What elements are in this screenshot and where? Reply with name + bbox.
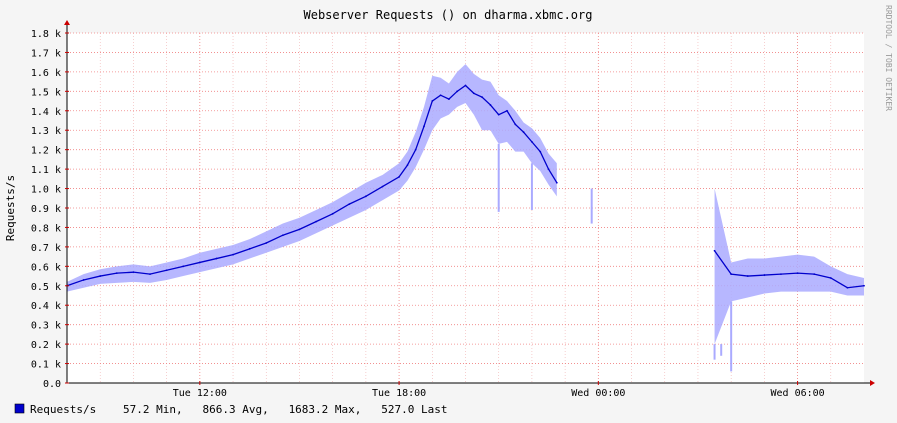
y-tick-label: 0.5 k bbox=[31, 282, 61, 293]
data-point bbox=[423, 125, 425, 128]
y-tick-label: 1.2 k bbox=[31, 146, 61, 157]
legend-series-name: Requests/s bbox=[30, 403, 96, 416]
data-point bbox=[539, 150, 542, 153]
y-tick-label: 1.5 k bbox=[31, 87, 61, 98]
y-tick-label: 0.6 k bbox=[31, 262, 61, 273]
data-point bbox=[82, 279, 85, 281]
y-tick-label: 0.2 k bbox=[31, 340, 61, 351]
x-axis-arrow bbox=[870, 380, 875, 386]
range-band-segment bbox=[714, 188, 864, 345]
legend-stats: 57.2 Min, 866.3 Avg, 1683.2 Max, 527.0 L… bbox=[123, 403, 448, 416]
axes bbox=[64, 20, 875, 386]
y-tick-label: 1.3 k bbox=[31, 126, 61, 137]
data-point bbox=[406, 164, 409, 167]
data-point bbox=[456, 90, 459, 93]
data-point bbox=[813, 273, 816, 276]
rrdtool-watermark: RRDTOOL / TOBI OETIKER bbox=[884, 5, 893, 111]
data-point bbox=[472, 92, 475, 95]
y-tick-label: 1.6 k bbox=[31, 68, 61, 79]
y-axis-arrow bbox=[64, 20, 70, 25]
range-band bbox=[67, 64, 864, 372]
y-tick-label: 1.1 k bbox=[31, 165, 61, 176]
data-point bbox=[829, 277, 832, 279]
data-point bbox=[182, 265, 185, 268]
data-point bbox=[555, 181, 558, 184]
y-tick-label: 0.0 bbox=[43, 379, 61, 390]
data-point bbox=[248, 247, 251, 250]
data-point bbox=[331, 212, 334, 215]
data-point bbox=[464, 84, 467, 87]
data-point bbox=[398, 175, 400, 178]
data-point bbox=[348, 203, 351, 206]
x-tick-label: Wed 00:00 bbox=[571, 388, 625, 399]
data-point bbox=[506, 109, 508, 112]
data-point bbox=[730, 273, 733, 276]
data-point bbox=[198, 261, 201, 264]
data-point bbox=[746, 275, 749, 277]
data-point bbox=[763, 274, 766, 276]
y-tick-labels: 0.0 0.1 k 0.2 k 0.3 k 0.4 k 0.5 k 0.6 k 0.7 k 0.… bbox=[31, 29, 61, 390]
y-tick-label: 1.7 k bbox=[31, 48, 61, 59]
data-point bbox=[489, 104, 492, 106]
data-point bbox=[315, 220, 317, 223]
legend-swatch bbox=[14, 403, 25, 414]
data-point bbox=[165, 269, 168, 272]
data-point bbox=[265, 242, 268, 244]
data-point bbox=[149, 273, 151, 276]
chart-title: Webserver Requests () on dharma.xbmc.org bbox=[304, 8, 593, 22]
data-point bbox=[522, 131, 525, 134]
average-line-group bbox=[66, 84, 865, 289]
data-point bbox=[414, 148, 417, 151]
y-tick-label: 0.4 k bbox=[31, 301, 61, 312]
data-point bbox=[381, 185, 384, 188]
average-line-segment bbox=[714, 250, 865, 289]
y-tick-label: 0.8 k bbox=[31, 223, 61, 234]
data-point bbox=[481, 96, 484, 99]
data-point bbox=[232, 253, 234, 256]
y-tick-label: 0.3 k bbox=[31, 321, 61, 332]
range-band-segment bbox=[67, 64, 557, 292]
data-point bbox=[431, 100, 434, 102]
data-point bbox=[364, 195, 367, 198]
data-point bbox=[99, 275, 102, 277]
data-point bbox=[439, 94, 442, 97]
y-tick-label: 1.8 k bbox=[31, 29, 61, 40]
data-point bbox=[132, 271, 135, 274]
y-tick-label: 1.0 k bbox=[31, 185, 61, 196]
x-tick-label: Tue 18:00 bbox=[372, 388, 426, 399]
x-tick-label: Wed 06:00 bbox=[770, 388, 824, 399]
y-axis-label: Requests/s bbox=[4, 175, 17, 241]
data-point bbox=[780, 273, 782, 276]
data-point bbox=[863, 284, 865, 287]
y-tick-label: 0.1 k bbox=[31, 360, 61, 371]
data-point bbox=[115, 272, 118, 275]
average-line-segment bbox=[66, 84, 558, 287]
x-tick-labels: Tue 12:00 Tue 18:00 Wed 00:00 Wed 06:00 bbox=[173, 388, 825, 399]
y-tick-label: 0.7 k bbox=[31, 243, 61, 254]
data-point bbox=[846, 286, 849, 289]
data-point bbox=[547, 168, 550, 171]
data-point bbox=[497, 113, 500, 116]
data-point bbox=[298, 228, 301, 231]
data-point bbox=[796, 272, 799, 275]
data-point bbox=[447, 98, 450, 101]
data-point bbox=[531, 140, 533, 143]
data-point bbox=[281, 234, 284, 237]
data-point bbox=[514, 123, 517, 126]
y-tick-label: 0.9 k bbox=[31, 204, 61, 215]
data-point bbox=[713, 249, 716, 252]
x-tick-label: Tue 12:00 bbox=[173, 388, 227, 399]
y-tick-label: 1.4 k bbox=[31, 107, 61, 118]
data-point bbox=[215, 257, 218, 260]
